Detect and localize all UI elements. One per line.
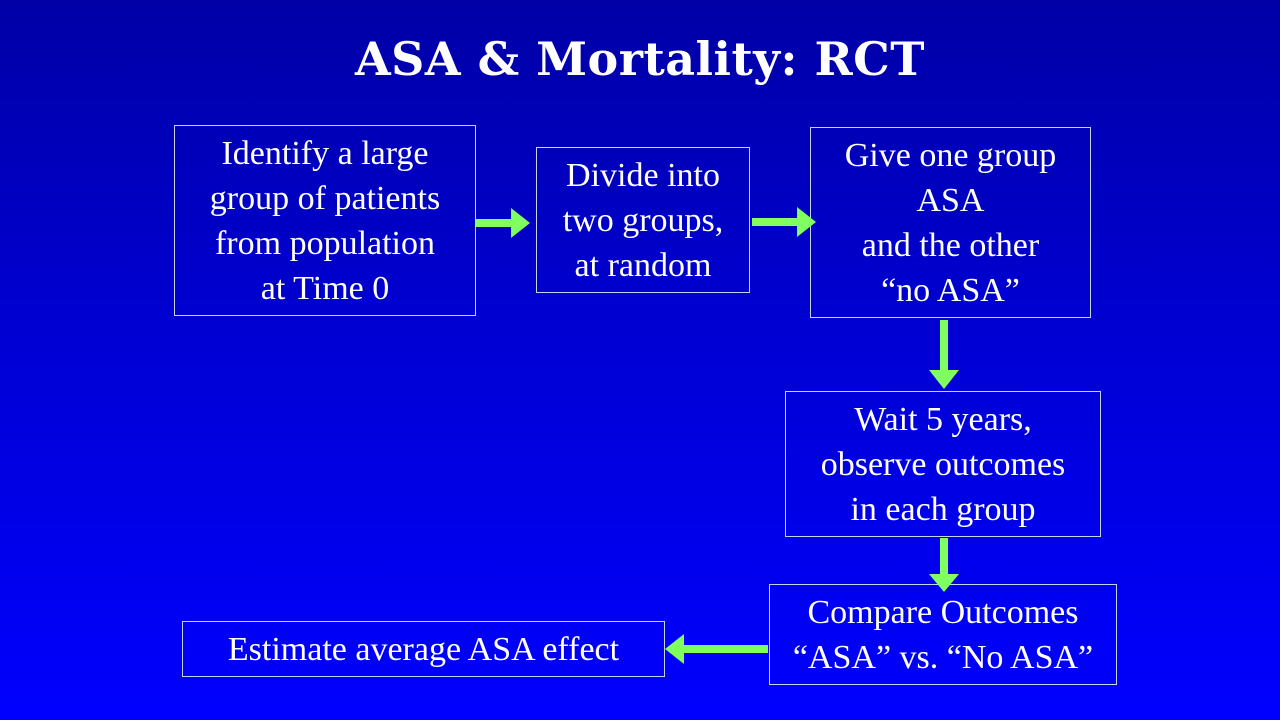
step-estimate-effect-box: Estimate average ASA effect (182, 621, 665, 677)
step-randomize-box: Divide into two groups, at random (536, 147, 750, 293)
slide-title: ASA & Mortality: RCT (354, 32, 926, 86)
arrow-treat-to-wait (929, 320, 959, 389)
step-assign-treatment-box: Give one group ASA and the other “no ASA… (810, 127, 1091, 318)
arrow-identify-to-divide (476, 208, 530, 238)
arrow-compare-to-estimate (665, 634, 768, 664)
step-compare-outcomes-box: Compare Outcomes “ASA” vs. “No ASA” (769, 584, 1117, 685)
arrow-divide-to-treat (752, 207, 816, 237)
step-identify-patients-box: Identify a large group of patients from … (174, 125, 476, 316)
step-wait-observe-box: Wait 5 years, observe outcomes in each g… (785, 391, 1101, 537)
